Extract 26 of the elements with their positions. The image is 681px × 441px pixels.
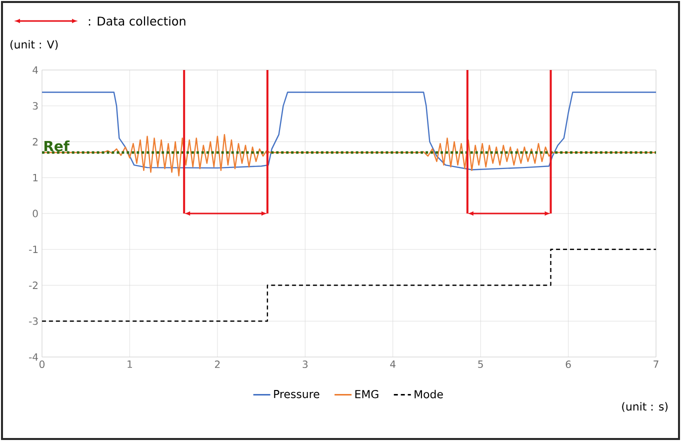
line-series — [42, 134, 656, 176]
x-tick-label: 0 — [39, 360, 45, 368]
y-tick-label: -1 — [29, 246, 38, 254]
y-tick-label: 2 — [32, 138, 38, 146]
x-tick-label: 2 — [214, 360, 220, 368]
y-tick-label: 1 — [33, 174, 38, 182]
y-tick-label: 0 — [32, 210, 38, 218]
line-series — [42, 92, 656, 170]
x-axis-title: (unit : s) — [622, 402, 668, 412]
legend-label: Mode — [414, 390, 443, 398]
y-tick-label: -4 — [29, 353, 38, 361]
y-tick-label: 3 — [32, 102, 38, 110]
y-tick-label: -3 — [29, 317, 38, 325]
ref-line-label: Ref — [44, 140, 70, 152]
x-tick-label: 3 — [302, 360, 308, 368]
x-tick-label: 5 — [478, 360, 483, 368]
legend-label: Pressure — [274, 390, 320, 398]
y-tick-label: -2 — [29, 282, 38, 289]
legend-label: EMG — [355, 390, 378, 398]
text: : Data collection — [88, 16, 186, 26]
x-tick-label: 7 — [654, 360, 658, 368]
x-tick-label: 4 — [390, 360, 396, 368]
y-tick-label: 4 — [32, 66, 38, 74]
x-tick-label: 1 — [128, 360, 132, 368]
y-axis-title: (unit : V) — [10, 40, 58, 50]
x-tick-label: 6 — [566, 360, 571, 368]
